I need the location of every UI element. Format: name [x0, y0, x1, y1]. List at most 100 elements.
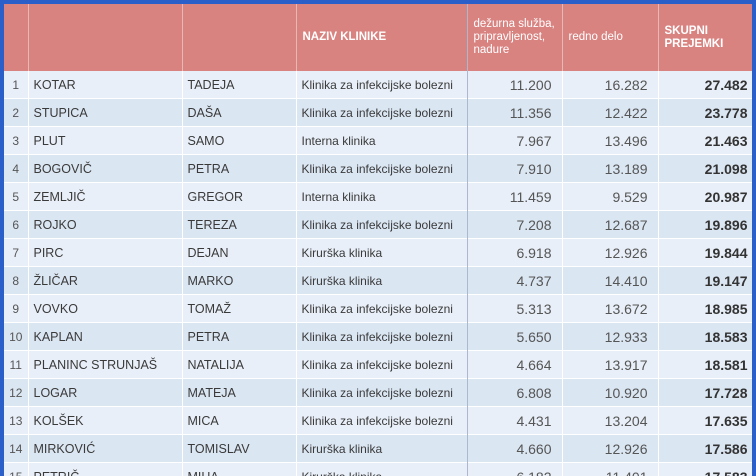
table-row: 7 PIRC DEJAN Kirurška klinika 6.918 12.9…	[4, 238, 752, 267]
clinic-cell: Kirurška klinika	[296, 266, 468, 295]
surname-cell: BOGOVIČ	[28, 154, 183, 183]
surname-cell: ZEMLJIČ	[28, 182, 183, 211]
duty-cell: 4.431	[467, 406, 563, 435]
regular-cell: 13.189	[562, 154, 659, 183]
name-cell: TADEJA	[182, 71, 297, 99]
name-cell: DEJAN	[182, 238, 297, 267]
total-cell: 18.583	[658, 322, 752, 351]
clinic-cell: Klinika za infekcijske bolezni	[296, 210, 468, 239]
column-divider	[467, 4, 468, 476]
total-cell: 23.778	[658, 98, 752, 127]
header-clinic: NAZIV KLINIKE	[296, 4, 468, 71]
surname-cell: MIRKOVIĆ	[28, 434, 183, 463]
header-row: NAZIV KLINIKE dežurna služba, pripravlje…	[4, 4, 752, 71]
row-index: 11	[4, 350, 29, 379]
total-cell: 27.482	[658, 71, 752, 99]
name-cell: TOMAŽ	[182, 294, 297, 323]
table-row: 10 KAPLAN PETRA Klinika za infekcijske b…	[4, 322, 752, 351]
regular-cell: 14.410	[562, 266, 659, 295]
table-row: 6 ROJKO TEREZA Klinika za infekcijske bo…	[4, 210, 752, 239]
header-index	[4, 4, 29, 71]
regular-cell: 16.282	[562, 71, 659, 99]
duty-cell: 5.650	[467, 322, 563, 351]
total-cell: 18.581	[658, 350, 752, 379]
surname-cell: STUPICA	[28, 98, 183, 127]
table-row: 5 ZEMLJIČ GREGOR Interna klinika 11.459 …	[4, 182, 752, 211]
row-index: 3	[4, 126, 29, 155]
regular-cell: 12.687	[562, 210, 659, 239]
duty-cell: 4.660	[467, 434, 563, 463]
row-index: 12	[4, 378, 29, 407]
name-cell: MARKO	[182, 266, 297, 295]
header-surname	[28, 4, 183, 71]
clinic-cell: Interna klinika	[296, 182, 468, 211]
duty-cell: 4.737	[467, 266, 563, 295]
table-row: 9 VOVKO TOMAŽ Klinika za infekcijske bol…	[4, 294, 752, 323]
header-duty: dežurna služba, pripravljenost, nadure	[467, 4, 563, 71]
duty-cell: 11.200	[467, 71, 563, 99]
surname-cell: KOLŠEK	[28, 406, 183, 435]
table-row: 11 PLANINC STRUNJAŠ NATALIJA Klinika za …	[4, 350, 752, 379]
regular-cell: 12.926	[562, 238, 659, 267]
surname-cell: ŽLIČAR	[28, 266, 183, 295]
total-cell: 17.583	[658, 462, 752, 476]
surname-cell: PLANINC STRUNJAŠ	[28, 350, 183, 379]
name-cell: SAMO	[182, 126, 297, 155]
regular-cell: 11.401	[562, 462, 659, 476]
row-index: 10	[4, 322, 29, 351]
regular-cell: 13.917	[562, 350, 659, 379]
row-index: 13	[4, 406, 29, 435]
surname-cell: PLUT	[28, 126, 183, 155]
name-cell: DAŠA	[182, 98, 297, 127]
total-cell: 18.985	[658, 294, 752, 323]
table-row: 4 BOGOVIČ PETRA Klinika za infekcijske b…	[4, 154, 752, 183]
table-row: 3 PLUT SAMO Interna klinika 7.967 13.496…	[4, 126, 752, 155]
name-cell: PETRA	[182, 154, 297, 183]
total-cell: 17.586	[658, 434, 752, 463]
clinic-cell: Klinika za infekcijske bolezni	[296, 71, 468, 99]
row-index: 6	[4, 210, 29, 239]
clinic-cell: Klinika za infekcijske bolezni	[296, 98, 468, 127]
regular-cell: 12.926	[562, 434, 659, 463]
row-index: 15	[4, 462, 29, 476]
clinic-cell: Klinika za infekcijske bolezni	[296, 406, 468, 435]
name-cell: MICA	[182, 406, 297, 435]
clinic-cell: Klinika za infekcijske bolezni	[296, 350, 468, 379]
table-row: 8 ŽLIČAR MARKO Kirurška klinika 4.737 14…	[4, 266, 752, 295]
row-index: 14	[4, 434, 29, 463]
regular-cell: 9.529	[562, 182, 659, 211]
duty-cell: 6.918	[467, 238, 563, 267]
duty-cell: 11.356	[467, 98, 563, 127]
total-cell: 21.463	[658, 126, 752, 155]
table-row: 13 KOLŠEK MICA Klinika za infekcijske bo…	[4, 406, 752, 435]
surname-cell: KOTAR	[28, 71, 183, 99]
duty-cell: 4.664	[467, 350, 563, 379]
table-row: 12 LOGAR MATEJA Klinika za infekcijske b…	[4, 378, 752, 407]
total-cell: 21.098	[658, 154, 752, 183]
clinic-cell: Kirurška klinika	[296, 462, 468, 476]
name-cell: TOMISLAV	[182, 434, 297, 463]
clinic-cell: Klinika za infekcijske bolezni	[296, 378, 468, 407]
name-cell: MATEJA	[182, 378, 297, 407]
clinic-cell: Interna klinika	[296, 126, 468, 155]
total-cell: 17.728	[658, 378, 752, 407]
regular-cell: 12.933	[562, 322, 659, 351]
total-cell: 17.635	[658, 406, 752, 435]
row-index: 7	[4, 238, 29, 267]
row-index: 2	[4, 98, 29, 127]
clinic-cell: Klinika za infekcijske bolezni	[296, 154, 468, 183]
surname-cell: LOGAR	[28, 378, 183, 407]
table-row: 2 STUPICA DAŠA Klinika za infekcijske bo…	[4, 98, 752, 127]
salary-table: NAZIV KLINIKE dežurna služba, pripravlje…	[4, 4, 752, 476]
name-cell: NATALIJA	[182, 350, 297, 379]
regular-cell: 10.920	[562, 378, 659, 407]
header-total: SKUPNI PREJEMKI	[658, 4, 752, 71]
duty-cell: 5.313	[467, 294, 563, 323]
total-cell: 19.147	[658, 266, 752, 295]
clinic-cell: Klinika za infekcijske bolezni	[296, 322, 468, 351]
row-index: 1	[4, 71, 29, 99]
row-index: 4	[4, 154, 29, 183]
name-cell: TEREZA	[182, 210, 297, 239]
surname-cell: PIRC	[28, 238, 183, 267]
